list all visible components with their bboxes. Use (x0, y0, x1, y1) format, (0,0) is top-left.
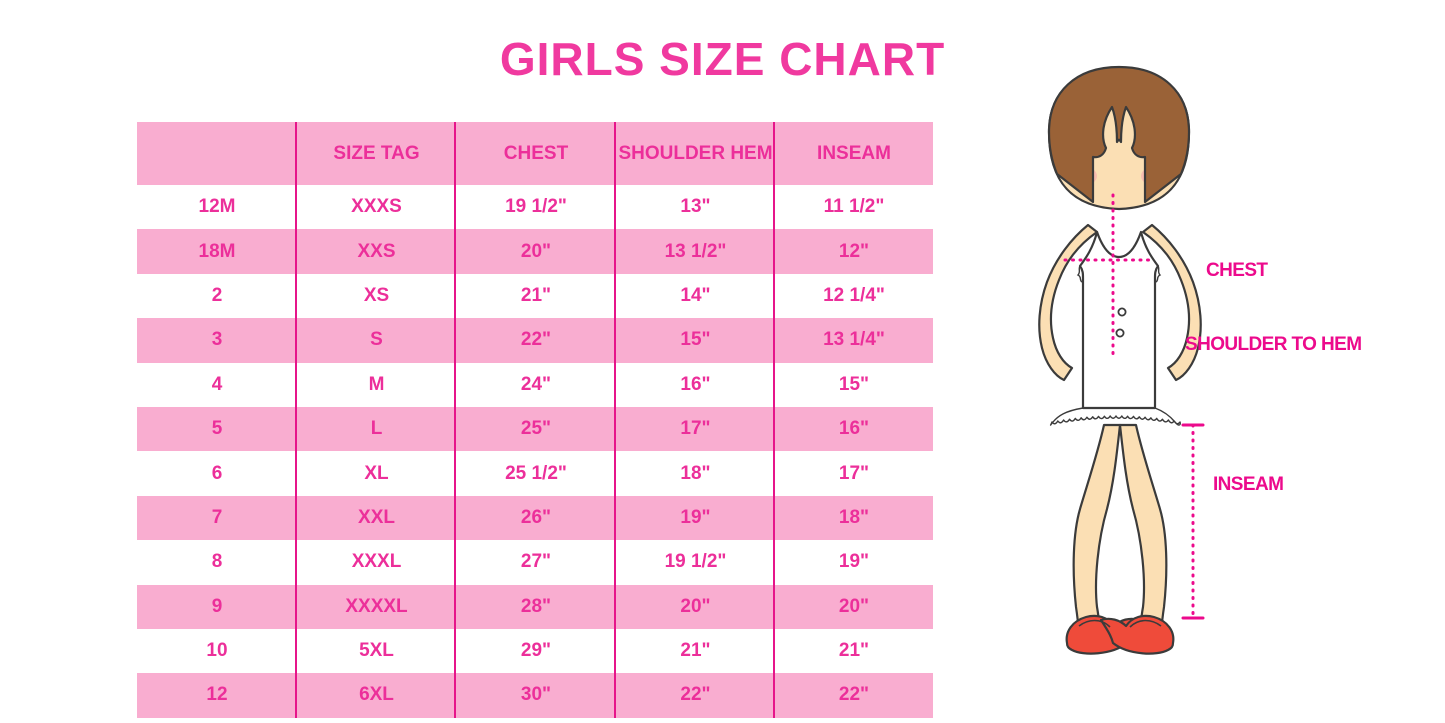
svg-text:CHEST: CHEST (1206, 260, 1268, 281)
svg-text:SHOULDER TO HEM: SHOULDER TO HEM (1185, 334, 1361, 355)
svg-text:INSEAM: INSEAM (1213, 474, 1283, 495)
